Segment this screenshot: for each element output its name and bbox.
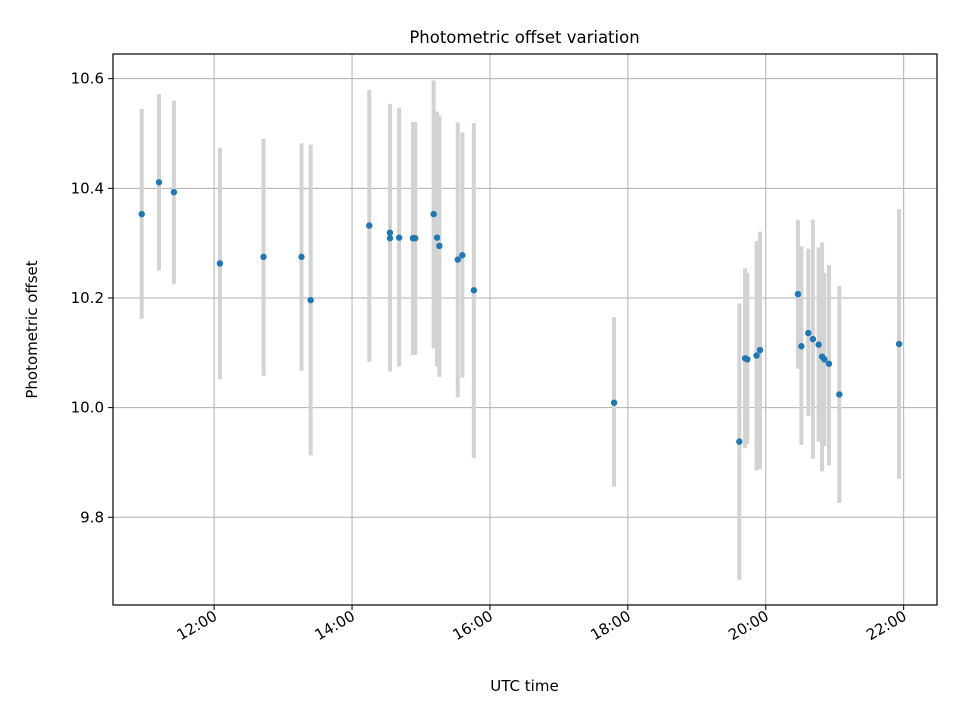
data-point bbox=[798, 343, 805, 350]
data-point bbox=[895, 340, 903, 348]
data-point bbox=[744, 356, 751, 363]
data-point bbox=[756, 346, 764, 354]
data-point bbox=[805, 329, 812, 337]
data-point bbox=[815, 341, 822, 348]
data-point bbox=[825, 360, 833, 367]
data-point bbox=[809, 335, 817, 343]
grid bbox=[113, 54, 937, 605]
y-tick-label: 10.6 bbox=[71, 70, 104, 88]
y-axis-ticks: 9.8 10.0 10.2 10.4 10.6 bbox=[71, 70, 113, 526]
plot-frame bbox=[112, 53, 938, 606]
data-point bbox=[412, 235, 419, 242]
data-point bbox=[821, 356, 828, 363]
data-point bbox=[138, 210, 145, 218]
data-point bbox=[433, 234, 441, 241]
x-axis-label: UTC time bbox=[490, 677, 558, 695]
error-bars bbox=[139, 80, 902, 580]
x-tick-label: 14:00 bbox=[312, 607, 358, 644]
data-point bbox=[836, 391, 843, 398]
data-point bbox=[307, 296, 314, 304]
data-point bbox=[610, 399, 618, 406]
data-point bbox=[155, 179, 163, 186]
y-tick-label: 9.8 bbox=[80, 508, 104, 526]
data-point bbox=[386, 235, 394, 242]
data-point bbox=[170, 188, 178, 196]
data-point bbox=[366, 222, 373, 229]
x-tick-label: 20:00 bbox=[725, 607, 771, 644]
data-point bbox=[386, 229, 394, 236]
y-tick-label: 10.4 bbox=[71, 179, 104, 197]
data-point bbox=[753, 352, 760, 359]
x-axis-ticks: 12:00 14:00 16:00 18:00 20:00 22:00 bbox=[174, 605, 910, 644]
x-tick-label: 12:00 bbox=[174, 607, 220, 644]
x-tick-label: 18:00 bbox=[587, 607, 633, 644]
data-point bbox=[395, 234, 403, 241]
data-point bbox=[430, 210, 437, 218]
data-point bbox=[470, 287, 478, 294]
data-points bbox=[138, 179, 903, 445]
y-axis-label: Photometric offset bbox=[23, 260, 41, 398]
data-point bbox=[459, 252, 466, 259]
data-point bbox=[436, 242, 443, 250]
y-tick-label: 10.2 bbox=[71, 289, 104, 307]
data-point bbox=[454, 256, 461, 263]
data-point bbox=[260, 253, 267, 261]
x-tick-label: 16:00 bbox=[450, 607, 496, 644]
chart-title: Photometric offset variation bbox=[409, 28, 639, 47]
data-point bbox=[298, 253, 305, 261]
data-point bbox=[216, 260, 224, 267]
data-point bbox=[794, 290, 802, 298]
data-point bbox=[736, 438, 743, 445]
x-tick-label: 22:00 bbox=[863, 607, 909, 644]
y-tick-label: 10.0 bbox=[71, 399, 104, 417]
